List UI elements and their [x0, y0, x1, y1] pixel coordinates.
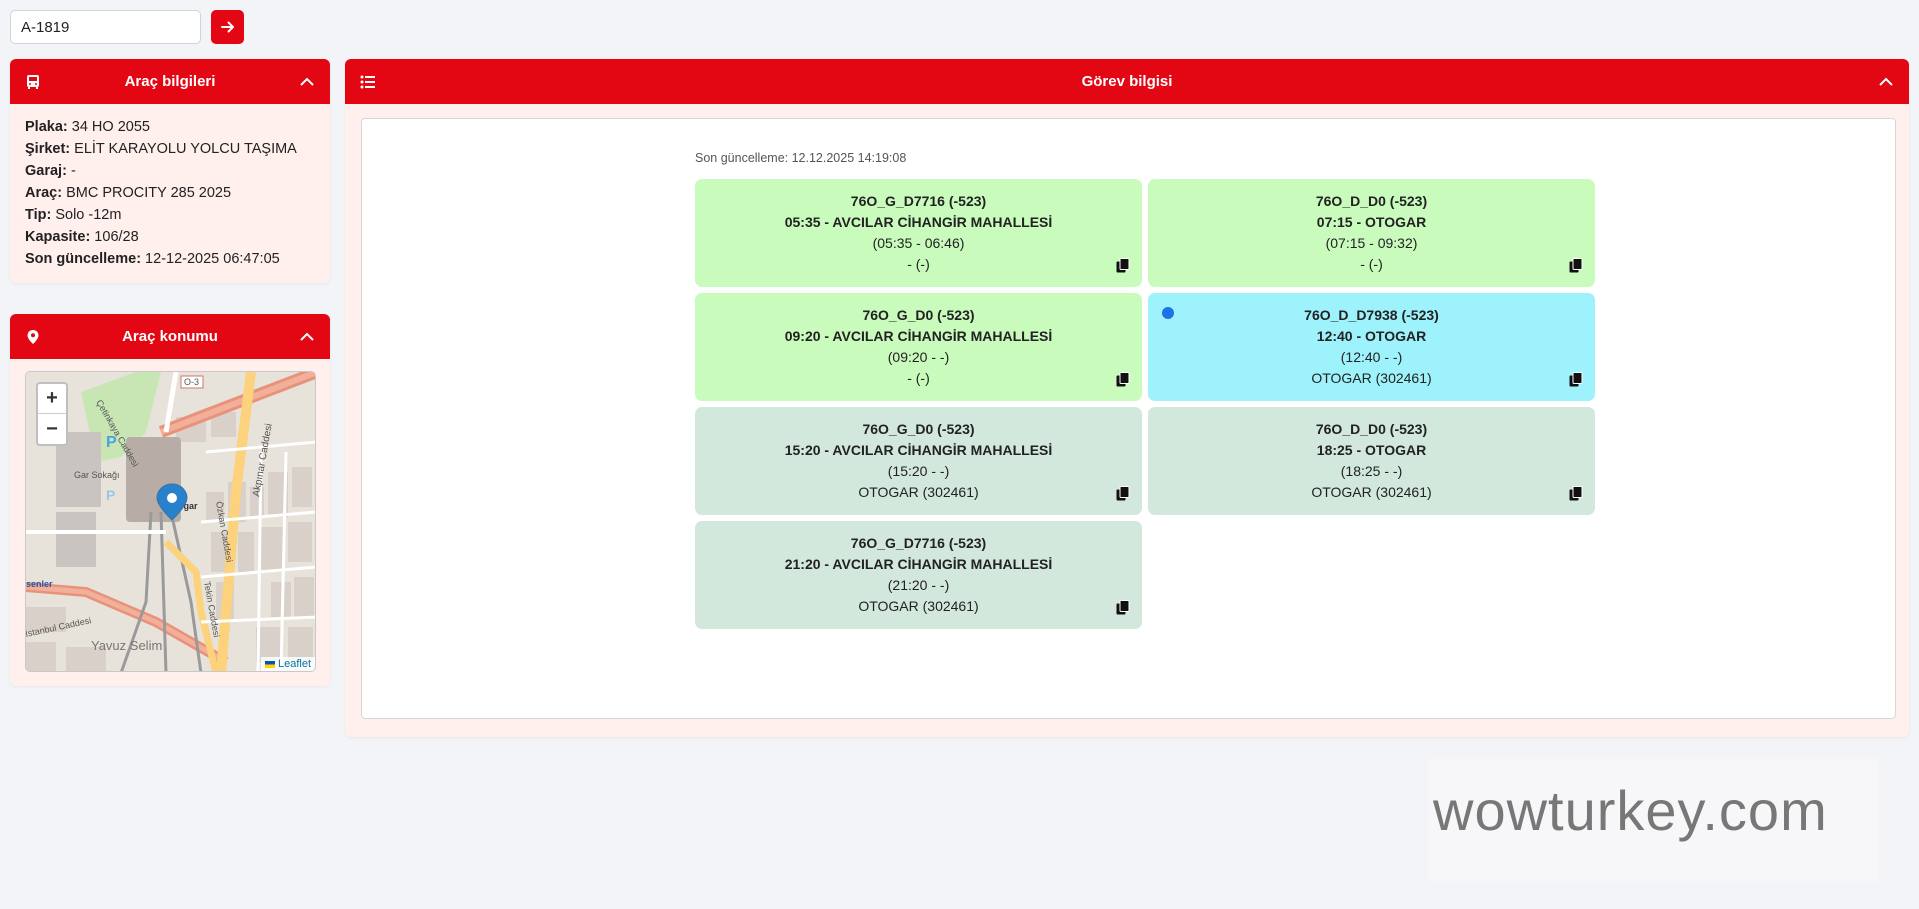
- task-info-header[interactable]: Görev bilgisi: [345, 59, 1909, 104]
- last-update-text: Son güncelleme: 12.12.2025 14:19:08: [695, 151, 907, 165]
- task-route: 09:20 - AVCILAR CİHANGİR MAHALLESİ: [784, 328, 1053, 344]
- bus-icon: [24, 73, 42, 91]
- task-route: 05:35 - AVCILAR CİHANGİR MAHALLESİ: [784, 214, 1053, 230]
- map-view[interactable]: O-3 Çetinkaya Caddesi Gar Sokağı Otogar …: [25, 371, 316, 672]
- task-stop: OTOGAR (302461): [858, 598, 979, 614]
- map-label: O-3: [184, 377, 199, 387]
- task-code: 76O_D_D0 (-523): [1315, 421, 1428, 437]
- task-code: 76O_G_D0 (-523): [862, 421, 975, 437]
- task-stop: - (-): [1360, 256, 1383, 272]
- map-pin-icon: [24, 328, 42, 346]
- search-row: [10, 10, 244, 44]
- map-label: Yavuz Selim: [91, 638, 162, 653]
- task-code: 76O_G_D7716 (-523): [850, 535, 987, 551]
- vehicle-row: Son güncelleme: 12-12-2025 06:47:05: [25, 251, 280, 267]
- vehicle-location-title: Araç konumu: [122, 328, 218, 345]
- task-time: (09:20 - -): [887, 349, 950, 365]
- task-stop: - (-): [907, 256, 930, 272]
- copy-icon[interactable]: [1116, 486, 1130, 501]
- task-time: (12:40 - -): [1340, 349, 1403, 365]
- chevron-up-icon[interactable]: [298, 73, 316, 91]
- task-tile[interactable]: 76O_G_D7716 (-523) 05:35 - AVCILAR CİHAN…: [695, 179, 1142, 287]
- task-tile[interactable]: 76O_G_D0 (-523) 15:20 - AVCILAR CİHANGİR…: [695, 407, 1142, 515]
- task-time: (15:20 - -): [887, 463, 950, 479]
- vehicle-info-header[interactable]: Araç bilgileri: [10, 59, 330, 104]
- task-time: (21:20 - -): [887, 577, 950, 593]
- watermark-text: wowturkey.com: [1433, 779, 1828, 842]
- vehicle-search-input[interactable]: [10, 10, 201, 44]
- task-time: (05:35 - 06:46): [872, 235, 965, 251]
- vehicle-location-header[interactable]: Araç konumu: [10, 314, 330, 359]
- task-stop: OTOGAR (302461): [858, 484, 979, 500]
- task-tile[interactable]: 76O_G_D0 (-523) 09:20 - AVCILAR CİHANGİR…: [695, 293, 1142, 401]
- vehicle-row: Tip: Solo -12m: [25, 207, 122, 223]
- task-time: (07:15 - 09:32): [1325, 235, 1418, 251]
- chevron-up-icon[interactable]: [298, 328, 316, 346]
- svg-text:P: P: [106, 487, 115, 503]
- copy-icon[interactable]: [1116, 372, 1130, 387]
- svg-text:P: P: [106, 434, 117, 451]
- arrow-right-icon: [220, 21, 234, 33]
- task-code: 76O_D_D7938 (-523): [1304, 307, 1439, 323]
- task-time: (18:25 - -): [1340, 463, 1403, 479]
- copy-icon[interactable]: [1116, 258, 1130, 273]
- task-route: 12:40 - OTOGAR: [1316, 328, 1427, 344]
- map-zoom-controls: + −: [36, 382, 68, 446]
- vehicle-map-marker-icon: [156, 483, 188, 521]
- vehicle-info-card: Araç bilgileri Plaka: 34 HO 2055 Şirket:…: [10, 59, 330, 283]
- task-tile[interactable]: 76O_G_D7716 (-523) 21:20 - AVCILAR CİHAN…: [695, 521, 1142, 629]
- leaflet-link[interactable]: Leaflet: [277, 658, 311, 670]
- ukraine-flag-icon: [264, 660, 275, 668]
- map-tiles: O-3 Çetinkaya Caddesi Gar Sokağı Otogar …: [26, 372, 315, 671]
- copy-icon[interactable]: [1569, 372, 1583, 387]
- zoom-out-button[interactable]: −: [46, 417, 58, 440]
- task-code: 76O_G_D7716 (-523): [850, 193, 987, 209]
- map-label: senler: [26, 579, 53, 589]
- task-route: 15:20 - AVCILAR CİHANGİR MAHALLESİ: [784, 442, 1053, 458]
- task-info-title: Görev bilgisi: [1081, 73, 1173, 90]
- copy-icon[interactable]: [1569, 486, 1583, 501]
- vehicle-location-card: Araç konumu: [10, 314, 330, 686]
- task-code: 76O_G_D0 (-523): [862, 307, 975, 323]
- vehicle-row: Şirket: ELİT KARAYOLU YOLCU TAŞIMA: [25, 141, 297, 157]
- map-label: Gar Sokağı: [74, 470, 120, 480]
- task-tile[interactable]: 76O_D_D0 (-523) 18:25 - OTOGAR (18:25 - …: [1148, 407, 1595, 515]
- zoom-in-button[interactable]: +: [38, 384, 66, 414]
- active-indicator-dot: [1162, 307, 1174, 319]
- vehicle-info-body: Plaka: 34 HO 2055 Şirket: ELİT KARAYOLU …: [10, 104, 330, 282]
- vehicle-row: Kapasite: 106/28: [25, 229, 139, 245]
- task-route: 18:25 - OTOGAR: [1316, 442, 1427, 458]
- copy-icon[interactable]: [1569, 258, 1583, 273]
- task-route: 07:15 - OTOGAR: [1316, 214, 1427, 230]
- task-route: 21:20 - AVCILAR CİHANGİR MAHALLESİ: [784, 556, 1053, 572]
- list-icon: [359, 73, 377, 91]
- task-list-panel: Son güncelleme: 12.12.2025 14:19:08 76O_…: [361, 118, 1896, 719]
- vehicle-row: Plaka: 34 HO 2055: [25, 119, 150, 135]
- vehicle-row: Garaj: -: [25, 163, 76, 179]
- task-code: 76O_D_D0 (-523): [1315, 193, 1428, 209]
- vehicle-row: Araç: BMC PROCITY 285 2025: [25, 185, 232, 201]
- watermark-background: [1428, 759, 1879, 881]
- task-tile[interactable]: 76O_D_D0 (-523) 07:15 - OTOGAR (07:15 - …: [1148, 179, 1595, 287]
- task-tile-active[interactable]: 76O_D_D7938 (-523) 12:40 - OTOGAR (12:40…: [1148, 293, 1595, 401]
- task-stop: OTOGAR (302461): [1311, 484, 1432, 500]
- chevron-up-icon[interactable]: [1877, 73, 1895, 91]
- copy-icon[interactable]: [1116, 600, 1130, 615]
- search-submit-button[interactable]: [211, 10, 244, 44]
- vehicle-info-title: Araç bilgileri: [124, 73, 216, 90]
- task-stop: OTOGAR (302461): [1311, 370, 1432, 386]
- task-stop: - (-): [907, 370, 930, 386]
- map-attribution[interactable]: Leaflet: [260, 657, 315, 671]
- task-info-card: Görev bilgisi Son güncelleme: 12.12.2025…: [345, 59, 1909, 737]
